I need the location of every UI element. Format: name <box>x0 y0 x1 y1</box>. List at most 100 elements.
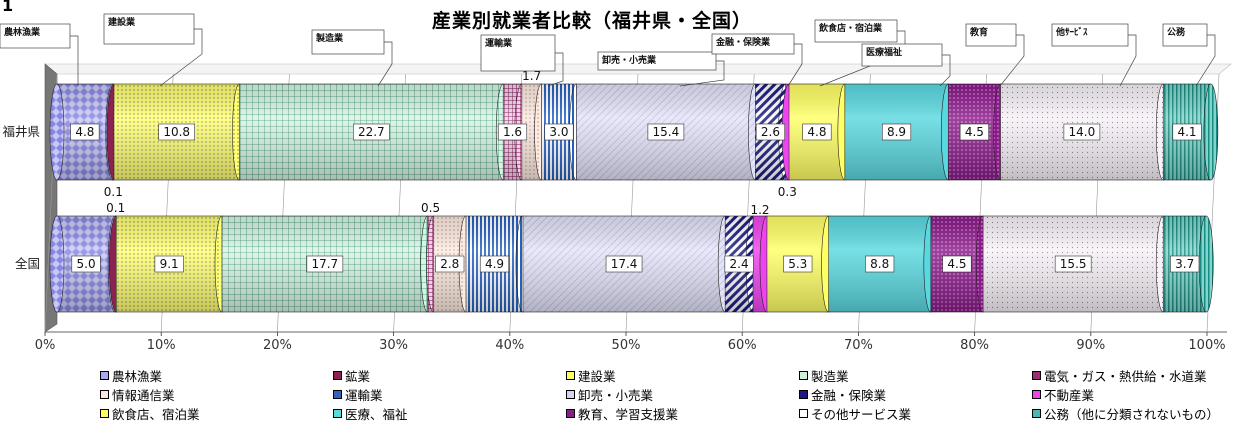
legend-swatch <box>799 409 808 418</box>
data-label-box <box>959 123 989 141</box>
callout-label: 製造業 <box>315 32 344 44</box>
bar-cap <box>1203 83 1219 181</box>
data-label: 17.4 <box>611 257 638 271</box>
data-label-box <box>497 123 528 141</box>
data-label: 14.0 <box>1069 125 1096 139</box>
callout: 他ｻｰﾋﾞｽ <box>1051 23 1137 87</box>
data-label: 0.5 <box>421 201 440 215</box>
data-label: 4.1 <box>1177 125 1196 139</box>
legend-item: 製造業 <box>799 366 849 385</box>
callout-box <box>1162 23 1208 47</box>
callout-box <box>965 23 1017 47</box>
legend-label: 不動産業 <box>1044 388 1095 403</box>
callout-leader <box>547 52 564 87</box>
legend-label: 建設業 <box>578 369 616 384</box>
callout-leader <box>1119 34 1137 87</box>
x-tick-label: 0% <box>35 338 56 353</box>
callout: 飲食店・宿泊業 <box>814 19 906 87</box>
bar-left-cap <box>49 215 65 313</box>
legend-label: 医療、福祉 <box>345 407 408 422</box>
callout: 製造業 <box>311 29 393 87</box>
data-label: 2.4 <box>730 257 749 271</box>
callout-box <box>711 33 795 55</box>
data-label-box <box>353 123 390 141</box>
legend-swatch <box>566 390 575 399</box>
legend-swatch <box>333 409 342 418</box>
callout-leader <box>1195 34 1216 87</box>
x-tick-label: 40% <box>495 338 524 353</box>
callout-leader <box>70 35 79 86</box>
data-label: 0.3 <box>778 185 797 199</box>
data-label-box <box>71 255 101 273</box>
data-label-box <box>783 255 813 273</box>
legend-item: 情報通信業 <box>100 385 175 404</box>
callout: 卸売・小売業 <box>597 51 725 87</box>
data-label-box <box>70 123 100 141</box>
legend-swatch <box>566 371 575 380</box>
data-label: 4.8 <box>75 125 94 139</box>
data-label: 3.0 <box>549 125 568 139</box>
data-label-box <box>865 255 895 273</box>
legend-label: 製造業 <box>811 369 849 384</box>
callout-leader <box>999 34 1025 87</box>
legend-swatch <box>100 409 109 418</box>
legend-label: 金融・保険業 <box>811 388 887 403</box>
callout-box <box>480 34 556 72</box>
x-tick-label: 60% <box>728 338 757 353</box>
callout-box <box>0 23 71 49</box>
legend-swatch <box>799 390 808 399</box>
callout: 運輸業 <box>480 34 564 87</box>
legend-swatch <box>100 390 109 399</box>
legend-label: 卸売・小売業 <box>578 388 654 403</box>
legend-swatch <box>566 409 575 418</box>
data-label-box <box>647 123 685 141</box>
callout-leader <box>787 43 803 87</box>
bars-layer <box>49 83 1219 313</box>
data-label-box <box>802 123 832 141</box>
x-tick-label: 100% <box>1188 338 1225 353</box>
callout-label: 建設業 <box>108 16 136 28</box>
data-label: 22.7 <box>358 125 385 139</box>
legend-item: 卸売・小売業 <box>566 385 653 404</box>
callout-box <box>311 29 385 55</box>
x-tick-label: 50% <box>612 338 641 353</box>
data-label: 5.0 <box>77 257 96 271</box>
legend-item: 不動産業 <box>1032 385 1094 404</box>
data-label-box <box>1170 255 1200 273</box>
legend-swatch <box>1032 390 1041 399</box>
data-label-box <box>755 123 786 141</box>
bar-cap <box>1198 215 1214 313</box>
legend-item: 建設業 <box>566 366 616 385</box>
legend-item: 飲食店、宿泊業 <box>100 404 200 423</box>
data-label: 1.2 <box>750 203 769 217</box>
data-label: 2.6 <box>761 125 780 139</box>
callout-leader <box>819 30 906 87</box>
data-label: 4.8 <box>807 125 826 139</box>
callout-label: 飲食店・宿泊業 <box>818 22 883 34</box>
data-label: 0.1 <box>104 185 123 199</box>
x-tick-label: 10% <box>147 338 176 353</box>
legend-swatch <box>1032 371 1041 380</box>
data-label: 8.8 <box>870 257 889 271</box>
data-label-box <box>479 255 510 273</box>
data-label: 1.7 <box>522 69 541 83</box>
legend-item: その他サービス業 <box>799 404 911 423</box>
callout: 医療福祉 <box>861 43 951 87</box>
data-label-box <box>1063 123 1101 141</box>
data-label: 8.9 <box>887 125 906 139</box>
data-label-box <box>544 123 574 141</box>
callout-leader <box>939 54 951 87</box>
legend-item: 農林漁業 <box>100 366 162 385</box>
callout: 公務 <box>1162 23 1216 87</box>
legend-label: 農林漁業 <box>112 369 163 384</box>
callout-label: 医療福祉 <box>866 46 902 58</box>
data-label-box <box>942 255 972 273</box>
x-tick-label: 90% <box>1076 338 1105 353</box>
data-label: 9.1 <box>160 257 179 271</box>
data-label: 4.9 <box>485 257 504 271</box>
callout-box <box>597 51 717 71</box>
chart-title: 産業別就業者比較（福井県・全国） <box>432 10 753 32</box>
callout-box <box>103 13 195 45</box>
